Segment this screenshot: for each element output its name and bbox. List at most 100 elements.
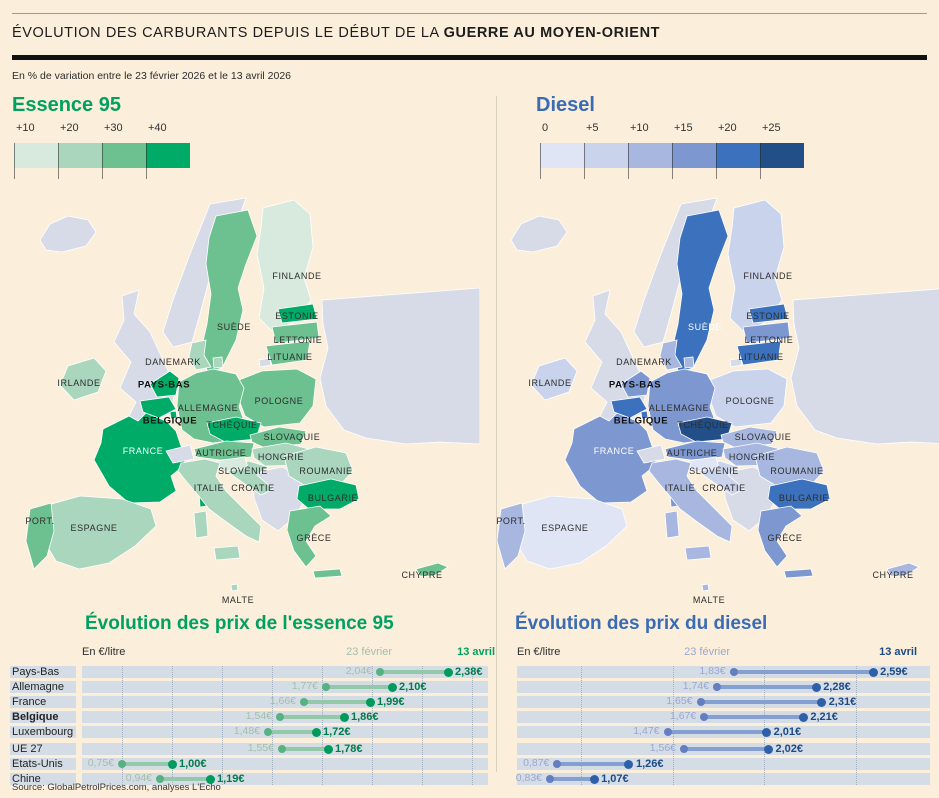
chart-row-band (82, 696, 488, 708)
dumbbell-line (667, 730, 767, 734)
dumbbell-line (282, 747, 328, 751)
essence-unit-label: En €/litre (82, 646, 126, 658)
dumbbell-end-value: 2,10€ (399, 681, 427, 693)
map-label-allemagne: ALLEMAGNE (177, 403, 239, 413)
map-label-espagne: ESPAGNE (541, 523, 589, 533)
legend-tick-line (14, 143, 15, 179)
dumbbell-end-dot (868, 667, 878, 677)
map-label-finlande: FINLANDE (272, 271, 322, 281)
dumbbell-start-dot (156, 775, 164, 783)
legend-tick-line (540, 143, 541, 179)
chart-gridline (471, 666, 473, 785)
map-label-tchéquie: TCHÉQUIE (677, 420, 729, 430)
chart-row-label-band (10, 696, 76, 708)
map-label-lettonie: LETTONIE (273, 335, 323, 345)
map-country-lettonie (742, 321, 791, 344)
dumbbell-end-value: 1,07€ (601, 773, 629, 785)
title-underline-bar (12, 55, 927, 60)
map-country-malte (230, 583, 239, 592)
chart-gridline (171, 666, 173, 785)
map-country-slovaquie (720, 426, 778, 449)
map-country-roumanie (283, 446, 354, 489)
map-country-islande (39, 215, 97, 253)
map-country-bulgarie (767, 478, 831, 510)
dumbbell-start-value: 1,77€ (291, 680, 318, 692)
map-label-lituanie: LITUANIE (267, 352, 313, 362)
map-label-grèce: GRÈCE (767, 533, 803, 543)
diesel-period-end-header: 13 avril (879, 646, 917, 658)
dumbbell-end-value: 2,21€ (810, 711, 838, 723)
map-country-italie (648, 458, 733, 543)
map-country-danemark (659, 339, 683, 371)
dumbbell-line (717, 685, 817, 689)
chart-row-band (82, 666, 488, 678)
dumbbell-start-dot (696, 698, 705, 706)
map-label-grèce: GRÈCE (296, 533, 332, 543)
dumbbell-end-value: 2,02€ (775, 743, 803, 755)
legend-color-cell (58, 143, 102, 168)
map-label-finlande: FINLANDE (743, 271, 793, 281)
map-country-east (790, 288, 939, 445)
dumbbell-line (557, 762, 629, 766)
top-rule (12, 13, 927, 14)
map-country-grece (286, 505, 332, 568)
map-country-grece (757, 505, 803, 568)
dumbbell-line (304, 700, 370, 704)
legend-tick-line (102, 143, 103, 179)
chart-row-band (82, 758, 488, 770)
map-country-luxembourg (169, 410, 178, 420)
chart-row-label: France (12, 696, 47, 708)
chart-row-label: Luxembourg (12, 726, 74, 738)
dumbbell-start-value: 1,47€ (633, 725, 660, 737)
dumbbell-end-dot (205, 774, 215, 784)
legend-tick-line (146, 143, 147, 179)
map-label-pologne: POLOGNE (725, 396, 775, 406)
chart-row-label: Pays-Bas (12, 666, 60, 678)
diesel-period-start-header: 23 février (684, 646, 730, 658)
page-title-bold: GUERRE AU MOYEN-ORIENT (443, 25, 661, 41)
map-country-grece_crete (312, 568, 343, 579)
chart-gridline (321, 666, 323, 785)
chart-gridline (580, 666, 582, 785)
legend-color-cell (146, 143, 190, 168)
map-country-paysbas (149, 370, 180, 398)
legend-tick-line (760, 143, 761, 179)
dumbbell-end-dot (387, 682, 397, 692)
map-label-france: FRANCE (593, 446, 635, 456)
map-label-suède: SUÈDE (216, 322, 252, 332)
map-label-hongrie: HONGRIE (728, 452, 776, 462)
dumbbell-line (733, 670, 874, 674)
dumbbell-start-value: 0,87€ (523, 757, 550, 769)
chart-row-band (82, 681, 488, 693)
chart-gridline (856, 666, 858, 785)
map-label-port.: PORT. (496, 516, 526, 526)
map-country-islande (510, 215, 568, 253)
dumbbell-end-dot (339, 712, 349, 722)
dumbbell-line (700, 700, 822, 704)
map-country-pologne (237, 368, 317, 428)
map-label-espagne: ESPAGNE (70, 523, 118, 533)
dumbbell-end-value: 2,31€ (828, 696, 857, 708)
dumbbell-start-dot (680, 745, 689, 753)
page-title: ÉVOLUTION DES CARBURANTS DEPUIS LE DÉBUT… (12, 25, 660, 41)
map-label-roumanie: ROUMANIE (299, 466, 353, 476)
map-label-italie: ITALIE (664, 483, 696, 493)
panel-divider (496, 96, 497, 772)
chart-gridline (421, 666, 423, 785)
map-label-bulgarie: BULGARIE (778, 493, 830, 503)
legend-color-cell (540, 143, 584, 168)
essence-chart-title: Évolution des prix de l'essence 95 (85, 613, 394, 634)
legend-color-cell (584, 143, 628, 168)
map-country-chypre (886, 562, 920, 577)
diesel-legend: 0 +5 +10 +15 +20 +25 (540, 122, 810, 182)
dumbbell-end-value: 2,38€ (455, 666, 483, 678)
map-country-slovaquie (249, 426, 307, 449)
map-label-lettonie: LETTONIE (744, 335, 794, 345)
map-label-pays-bas: PAYS-BAS (137, 379, 191, 391)
map-label-malte: MALTE (692, 595, 726, 605)
map-country-slovenie (216, 456, 249, 473)
legend-tick-label: +30 (104, 122, 123, 134)
essence-map: FINLANDE SUÈDE ESTONIE LETTONIE LITUANIE DANE… (10, 192, 480, 617)
legend-tick-label: +25 (762, 122, 781, 134)
dumbbell-start-dot (663, 728, 672, 736)
